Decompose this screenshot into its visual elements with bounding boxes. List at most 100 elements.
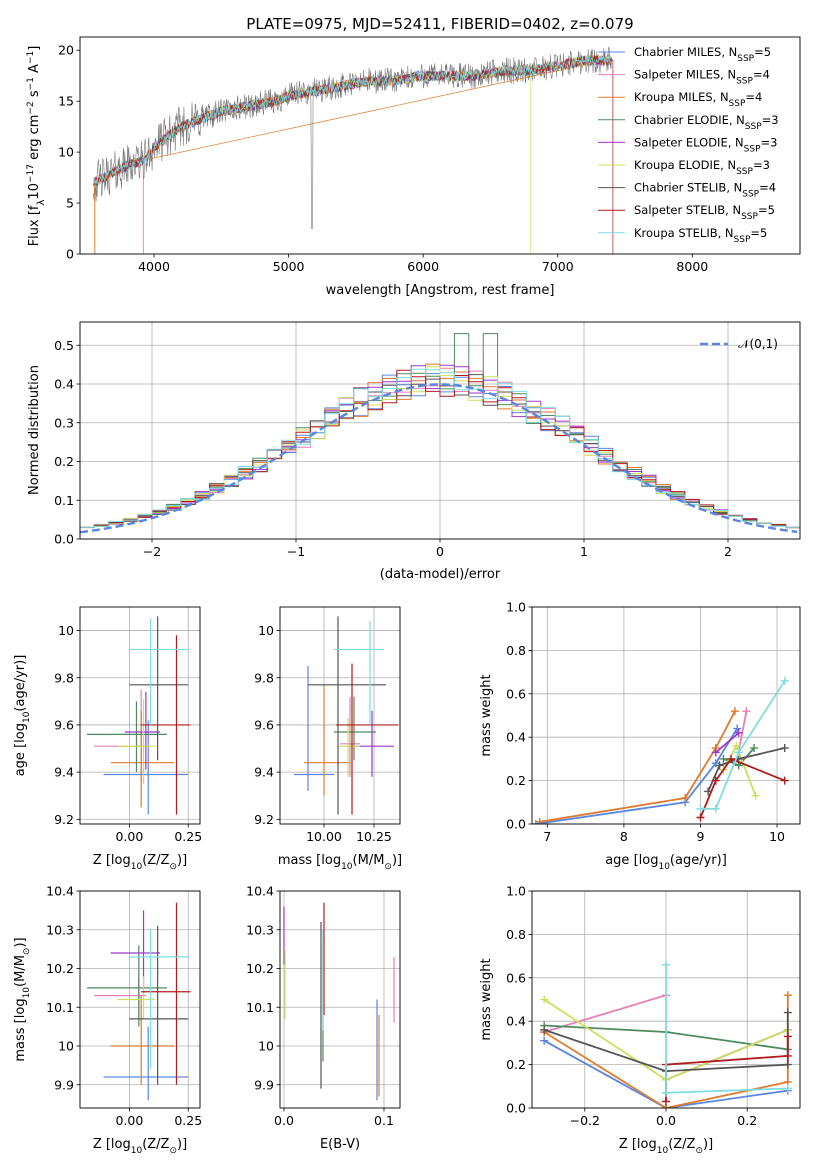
y-tick-label: 9.8 [54,670,74,685]
axes-frame [79,606,201,825]
weight_vs_age-chart: 7 8 9 10 0.0 0.2 0.4 0.6 0.8 1.0 age [log10(age/yr… [479,600,801,872]
x-axis-label: age [log10(age/yr)] [605,853,727,872]
x-tick-label: 4000 [138,259,170,274]
series-marker [783,991,792,1000]
series-marker [783,1060,792,1069]
plot-area [540,960,792,1108]
x-tick-label: 1 [580,544,588,559]
legend-entry: Chabrier STELIB, NSSP=4 [634,181,776,200]
series-marker [783,1008,792,1017]
series-line [539,710,736,823]
y-tick-label: 5 [66,196,74,211]
x-tick-label: 8000 [676,259,708,274]
x-tick-label: −2 [143,544,161,559]
series-line [535,728,738,824]
y-tick-label: 9.4 [54,765,74,780]
y-tick-label: 10.2 [246,961,274,976]
figure-title: PLATE=0975, MJD=52411, FIBERID=0402, z=0… [246,15,633,33]
y-tick-label: 10.4 [46,884,74,899]
y-tick-label: 10.4 [246,884,274,899]
x-tick-label: 5000 [273,259,305,274]
x-tick-label: 0.25 [174,829,202,844]
y-tick-label: 0.5 [54,338,74,353]
y-tick-label: 0.8 [506,927,526,942]
normal-reference-curve [80,383,798,534]
series-marker [730,707,739,716]
y-tick-label: 9.6 [54,717,74,732]
plot-area [93,46,614,254]
y-tick-label: 10 [58,1039,74,1054]
series-marker [662,960,670,969]
series-marker [783,1051,792,1060]
series-marker [711,776,720,785]
x-tick-label: −1 [287,544,305,559]
y-tick-label: 10 [58,145,74,160]
x-tick-label: 0.0 [656,1113,676,1128]
axes-frame [279,890,401,1109]
x-tick-label: 0.00 [115,829,143,844]
plot-area [87,616,191,815]
series-marker [696,804,705,813]
plot-area [80,333,800,539]
residuals-chart: −2 −1 0 1 2 0.0 0.1 0.2 0.3 0.4 0.5 𝒩(0,1) (data-mod… [27,321,801,582]
series-marker [734,728,743,737]
y-tick-label: 1.0 [506,600,526,615]
x-axis-label: (data-model)/error [380,567,501,582]
y-tick-label: 10.1 [46,1000,74,1015]
legend-entry: 𝒩(0,1) [738,337,778,351]
y-tick-label: 9.8 [254,670,274,685]
weight_vs_Z-chart: −0.2 0.0 0.2 0.0 0.2 0.4 0.6 0.8 1.0 Z [log10(Z/Z… [479,884,801,1156]
x-tick-label: 0.0 [274,1113,294,1128]
y-tick-label: 0.2 [506,1057,526,1072]
legend-entry: Salpeter STELIB, NSSP=5 [634,203,775,222]
plot-area [532,676,789,824]
axes-frame [79,36,801,255]
y-tick-label: 0.2 [54,454,74,469]
y-tick-label: 0.3 [54,415,74,430]
series-line [715,732,740,754]
y-tick-label: 10.2 [46,961,74,976]
y-axis-label: age [log10(age/yr)] [13,655,32,777]
series-line [722,743,757,797]
x-tick-label: 10.25 [356,829,392,844]
x-tick-label: 0.1 [374,1113,394,1128]
age_vs_mass-chart: 10.00 10.25 9.2 9.4 9.6 9.8 10 mass [log10(M/M⊙… [254,606,402,872]
x-tick-label: 7 [543,829,551,844]
y-tick-label: 10 [58,623,74,638]
x-tick-label: 0.25 [174,1113,202,1128]
y-tick-label: 0 [66,247,74,262]
series-line [700,680,786,810]
legend: Chabrier MILES, NSSP=5 Salpeter MILES, NS… [598,45,779,245]
y-axis-label: mass [log10(M/M⊙)] [13,937,32,1061]
y-tick-label: 0.4 [506,730,526,745]
y-tick-label: 10 [258,1039,274,1054]
series-marker [742,707,751,716]
y-tick-label: 9.9 [54,1077,74,1092]
series-marker [734,748,743,757]
series-marker [732,741,741,750]
axes-frame [79,890,201,1109]
y-tick-label: 10.3 [46,922,74,937]
x-tick-label: 2 [724,544,732,559]
model-spectrum-line [93,54,614,254]
x-axis-label: Z [log10(Z/Z⊙)] [93,853,187,872]
x-tick-label: 0.2 [737,1113,757,1128]
y-tick-label: 10 [258,623,274,638]
x-axis-label: wavelength [Angstrom, rest frame] [326,283,555,298]
x-axis-label: Z [log10(Z/Z⊙)] [93,1137,187,1156]
series-marker [733,724,742,733]
y-axis-label: mass weight [479,958,494,1040]
x-tick-label: 7000 [542,259,574,274]
y-tick-label: 0.4 [506,1014,526,1029]
axes-frame [531,890,801,1109]
model-spectrum-line [93,54,613,254]
series-marker [750,744,759,753]
series-marker [662,1088,670,1097]
x-tick-label: 10.00 [306,829,342,844]
x-axis-label: mass [log10(M/M⊙)] [278,853,402,872]
series-marker [783,1032,792,1041]
series-marker [780,776,789,785]
y-tick-label: 0.6 [506,686,526,701]
y-tick-label: 15 [58,94,74,109]
mass_vs_Z-chart: 0.00 0.25 9.9 10 10.1 10.2 10.3 10.4 Z [log10(Z/… [13,884,202,1157]
